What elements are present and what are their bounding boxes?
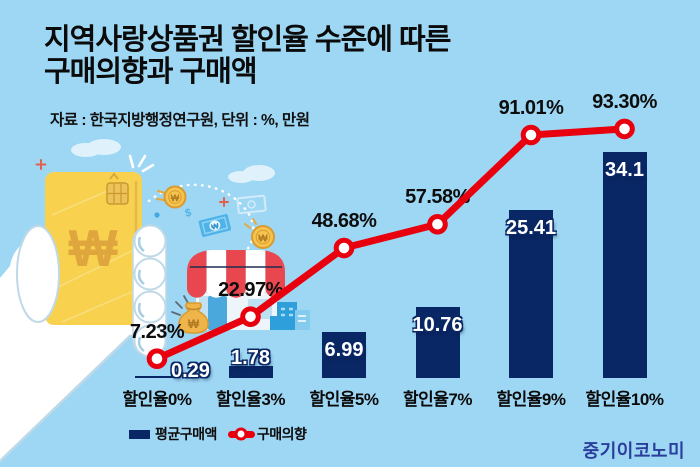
legend-bar-label: 평균구매액: [155, 426, 217, 442]
line-value-label: 57.58%: [405, 186, 470, 209]
x-axis-label: 할인율10%: [585, 390, 664, 409]
publisher-logo: 중기이코노미: [582, 441, 685, 461]
x-axis-label: 할인율7%: [403, 390, 473, 409]
legend-line-label: 구매의향: [256, 426, 307, 442]
bar-value-label: 10.76: [412, 313, 463, 336]
x-axis-label: 할인율9%: [496, 390, 567, 409]
legend-line-marker-icon: [234, 427, 248, 441]
page-title-line-1: 지역사랑상품권 할인율 수준에 따른: [44, 24, 451, 56]
x-axis-label: 할인율0%: [122, 390, 193, 409]
bar-value-label: 25.41: [505, 216, 557, 239]
legend-bar-swatch: [129, 429, 150, 439]
source-note: 자료 : 한국지방행정연구원, 단위 : %, 만원: [50, 112, 310, 129]
x-axis-label: 할인율3%: [216, 390, 286, 409]
bar-할인율10%: [602, 151, 647, 378]
bar-value-label: 0.29: [171, 360, 210, 382]
bar-value-label: 1.78: [231, 347, 270, 370]
chart-title-block: 지역사랑상품권 할인율 수준에 따른 구매의향과 구매액 자료 : 한국지방행정…: [44, 24, 451, 130]
chart-legend: 평균구매액 구매의향: [129, 424, 307, 444]
page-title-line-2: 구매의향과 구매액: [44, 56, 258, 88]
line-value-label: 93.30%: [592, 90, 657, 113]
line-value-label: 7.23%: [129, 320, 185, 343]
bar-할인율0%: [135, 376, 179, 378]
bar-할인율3%: [228, 366, 273, 378]
bar-value-label: 6.99: [324, 338, 364, 361]
x-axis-label: 할인율5%: [309, 390, 380, 409]
bar-value-label: 34.1: [605, 158, 644, 181]
line-value-label: 91.01%: [498, 97, 564, 119]
line-value-label: 48.68%: [311, 210, 377, 233]
line-value-label: 22.97%: [218, 278, 283, 301]
legend-line-swatch: [227, 427, 255, 441]
